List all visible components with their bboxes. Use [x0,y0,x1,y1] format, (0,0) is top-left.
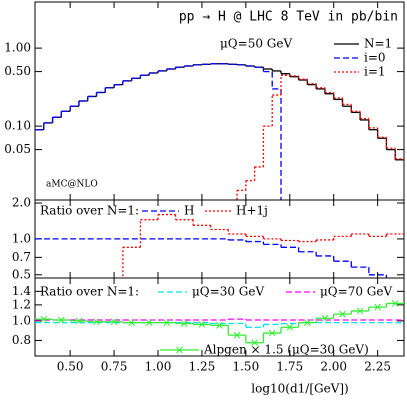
x-tick-label: 0.50 [57,360,84,374]
panel-label: Ratio over N=1: [40,204,139,218]
marker-stroke [356,307,364,315]
marker [321,314,329,322]
marker [145,319,153,326]
marker-stroke [374,303,381,311]
x-tick-label: 1.75 [276,360,303,374]
marker-stroke [339,310,346,318]
y-tick-label: 1.4 [12,284,31,298]
marker [233,331,241,339]
marker-stroke [93,318,100,326]
x-tick-label: 2.25 [364,360,391,374]
marker-stroke [145,319,153,326]
marker [58,316,65,324]
marker [93,318,100,326]
panel-frame [34,277,405,357]
x-tick-label: 2.00 [320,360,347,374]
x-axis-label: log10(d1/[GeV]) [251,382,348,396]
marker [251,339,258,347]
marker-stroke [198,321,206,328]
marker [75,317,83,325]
y-tick-label: 1.0 [12,313,31,327]
generator-label: aMC@NLO [46,180,98,190]
legend-label: Alpgen × 1.5 (μQ=30 GeV) [203,343,369,357]
marker [374,303,381,311]
marker-stroke [233,331,241,339]
y-tick-label: 0.7 [12,250,31,264]
marker [339,310,346,318]
y-tick-label: 1.00 [4,41,31,55]
marker [391,300,399,307]
x-tick-label: 0.75 [101,360,128,374]
legend-marker [176,346,183,354]
legend-label: N=1 [364,37,392,51]
marker-stroke [163,319,171,326]
marker-stroke [268,329,276,337]
marker-stroke [40,315,48,323]
panel-label: Ratio over N=1: [40,285,139,299]
y-tick-label: 0.5 [12,267,31,281]
marker [198,321,206,328]
plot-area [35,300,404,347]
legend-label: H [184,204,194,218]
marker-stroke [58,316,65,324]
marker [286,323,294,331]
marker-stroke [391,300,399,307]
marker-stroke [251,339,258,347]
annotation: μQ=50 GeV [220,37,292,51]
marker-stroke [110,318,118,326]
legend-label: i=0 [364,51,386,65]
legend-label: μQ=70 GeV [320,285,392,299]
plot-area [35,63,404,200]
legend-label: H+1j [236,204,268,218]
marker-stroke [286,323,294,331]
panel-frame [34,1,405,201]
x-tick-label: 1.00 [145,360,172,374]
marker-stroke [181,320,188,327]
y-tick-label: 0.05 [4,142,31,156]
marker-stroke [321,314,329,322]
marker [268,329,276,337]
marker [356,307,364,315]
y-tick-label: 1.0 [12,231,31,245]
marker [40,315,48,323]
marker-stroke [304,319,311,326]
y-tick-label: 0.50 [4,64,31,78]
y-tick-label: 0.8 [12,333,31,347]
legend-label: μQ=30 GeV [192,285,264,299]
chart-title: pp → H @ LHC 8 TeV in pb/bin [179,10,398,25]
plot-area [35,213,404,278]
marker-stroke [128,319,135,326]
marker [216,322,223,329]
y-tick-label: 1.2 [12,297,31,311]
x-tick-label: 1.50 [232,360,259,374]
y-tick-label: 2.0 [12,196,31,210]
legend-label: i=1 [364,65,386,79]
marker-stroke [216,322,223,329]
marker [181,320,188,327]
marker [110,318,118,326]
marker [163,319,171,326]
y-tick-label: 0.10 [4,119,31,133]
marker [304,319,311,326]
marker [128,319,135,326]
marker-stroke [75,317,83,325]
x-tick-label: 1.25 [189,360,216,374]
